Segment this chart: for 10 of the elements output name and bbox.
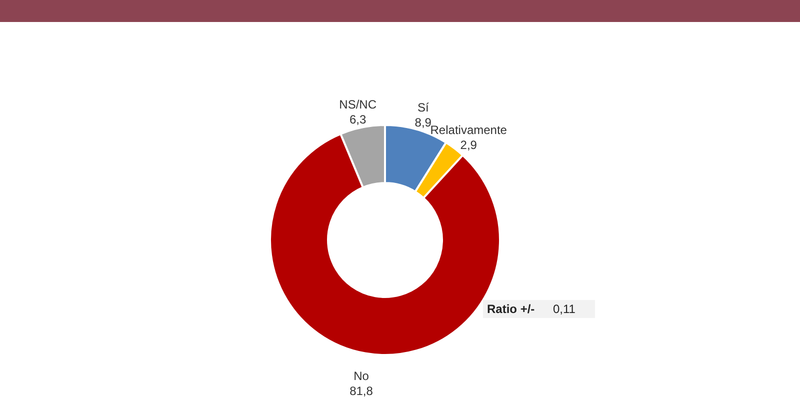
data-label: 8,9 <box>414 115 432 130</box>
slice-label: NS/NC <box>339 98 377 112</box>
data-label: 6,3 <box>349 112 366 127</box>
slice-label: Sí <box>417 100 430 114</box>
slice-label: Relativamente <box>430 123 508 138</box>
text: Ratio +/- <box>486 302 536 316</box>
data-label: 2,9 <box>460 138 478 152</box>
data-label: 81,8 <box>350 384 374 398</box>
slice-label: No <box>354 368 370 383</box>
text: 0,11 <box>552 302 576 316</box>
